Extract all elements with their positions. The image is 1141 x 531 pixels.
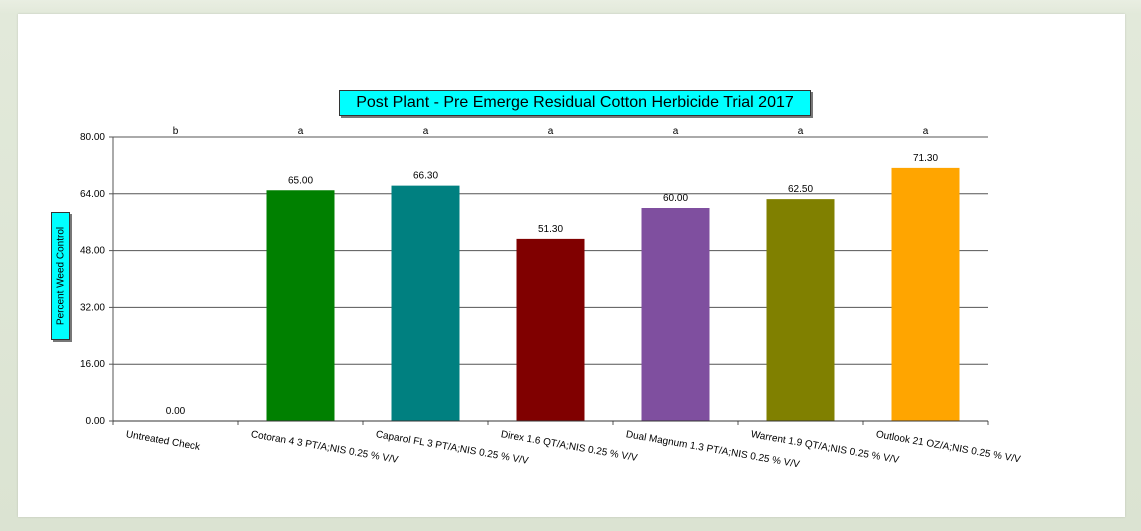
chart-title: Post Plant - Pre Emerge Residual Cotton … — [356, 94, 794, 111]
bar — [766, 199, 835, 421]
significance-letter: a — [423, 126, 429, 137]
y-tick-label: 64.00 — [80, 189, 105, 200]
significance-letter: a — [673, 126, 679, 137]
y-tick-label: 80.00 — [80, 132, 105, 143]
bar — [641, 208, 710, 421]
bar-value-label: 66.30 — [413, 171, 438, 182]
y-tick-label: 16.00 — [80, 359, 105, 370]
chart-title-box: Post Plant - Pre Emerge Residual Cotton … — [339, 90, 811, 116]
bar-value-label: 62.50 — [788, 184, 813, 195]
x-category-label: Untreated Check — [125, 429, 202, 453]
bar-value-label: 51.30 — [538, 224, 563, 235]
bar — [891, 167, 960, 421]
significance-letter: a — [298, 126, 304, 137]
bar — [516, 238, 585, 421]
bar-value-label: 65.00 — [288, 175, 313, 186]
significance-letter: a — [798, 126, 804, 137]
bar-value-label: 0.00 — [166, 406, 186, 417]
bar-value-label: 60.00 — [663, 193, 688, 204]
y-axis-label-box: Percent Weed Control — [51, 212, 70, 340]
y-tick-label: 48.00 — [80, 246, 105, 257]
bar — [266, 190, 335, 421]
significance-letter: b — [173, 126, 179, 137]
y-tick-label: 32.00 — [80, 302, 105, 313]
y-tick-label: 0.00 — [86, 416, 106, 427]
significance-letter: a — [923, 126, 929, 137]
bar — [391, 185, 460, 421]
significance-letter: a — [548, 126, 554, 137]
bar-value-label: 71.30 — [913, 153, 938, 164]
